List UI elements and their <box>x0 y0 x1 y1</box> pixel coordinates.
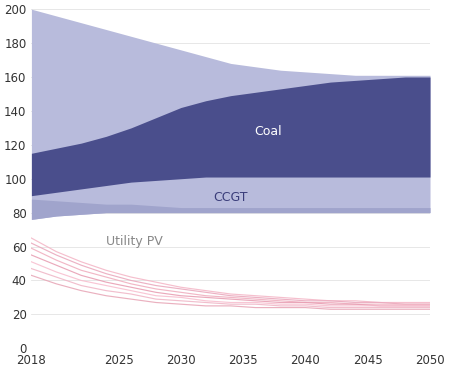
Text: CCGT: CCGT <box>213 191 248 204</box>
Text: Coal: Coal <box>254 125 282 138</box>
Text: Utility PV: Utility PV <box>106 235 163 248</box>
